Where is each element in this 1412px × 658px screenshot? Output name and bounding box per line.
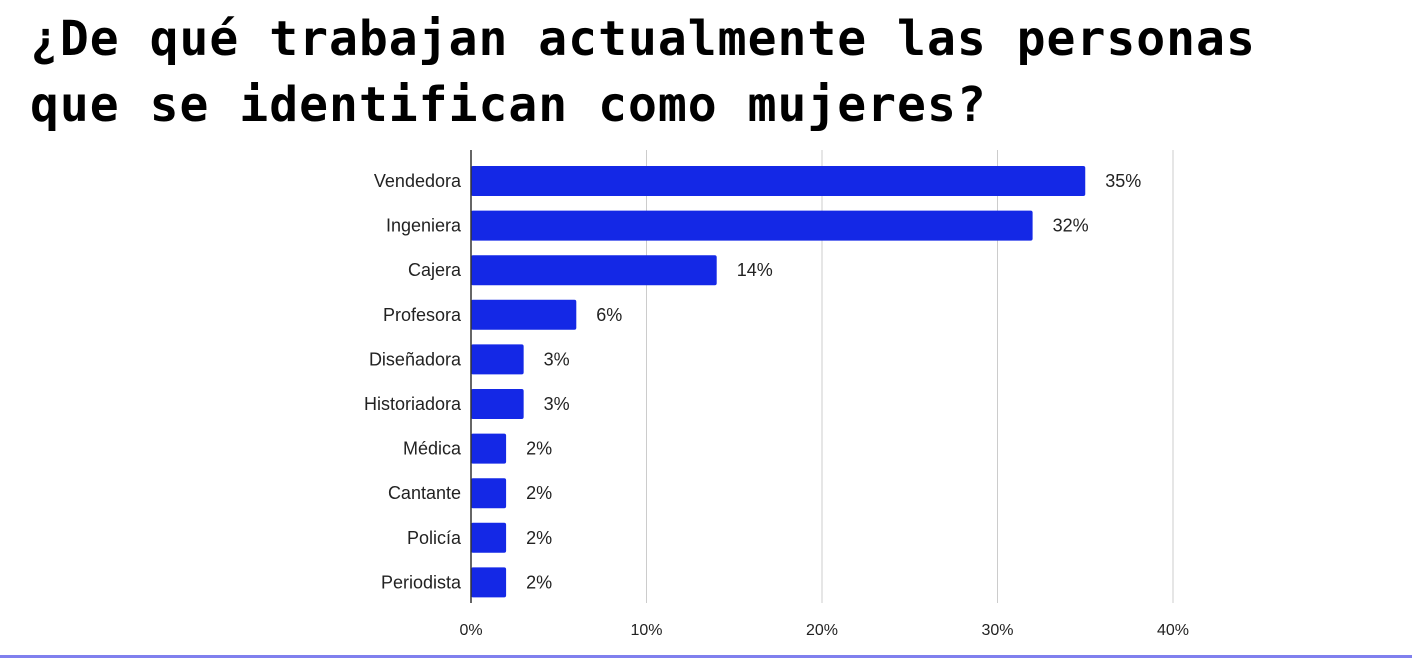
x-tick-label: 30% xyxy=(981,622,1013,639)
bar xyxy=(471,344,524,375)
category-label: Periodista xyxy=(381,572,462,592)
bar xyxy=(471,567,507,598)
x-tick-label: 0% xyxy=(459,622,482,639)
data-label: 2% xyxy=(526,572,552,592)
bar xyxy=(471,522,507,553)
bar xyxy=(471,299,577,330)
x-tick-label: 10% xyxy=(630,622,662,639)
x-tick-label: 20% xyxy=(806,622,838,639)
data-label: 6% xyxy=(596,305,622,325)
x-tick-label: 40% xyxy=(1157,622,1189,639)
category-label: Cajera xyxy=(408,260,462,280)
bar xyxy=(471,433,507,464)
bar xyxy=(471,389,524,419)
data-label: 3% xyxy=(544,394,570,414)
category-label: Historiadora xyxy=(364,394,462,414)
bottom-divider xyxy=(0,655,1412,658)
category-label: Vendedora xyxy=(374,171,462,191)
chart-title: ¿De qué trabajan actualmente las persona… xyxy=(30,11,1256,133)
category-label: Ingeniera xyxy=(386,216,462,236)
bar xyxy=(471,478,507,509)
category-label: Cantante xyxy=(388,483,461,503)
data-label: 3% xyxy=(544,349,570,369)
category-label: Profesora xyxy=(383,305,462,325)
data-label: 2% xyxy=(526,528,552,548)
category-label: Diseñadora xyxy=(369,349,462,369)
bar xyxy=(471,210,1033,241)
bar xyxy=(471,255,717,286)
data-label: 2% xyxy=(526,439,552,459)
data-label: 35% xyxy=(1105,171,1141,191)
data-label: 2% xyxy=(526,483,552,503)
category-label: Policía xyxy=(407,528,462,548)
category-label: Médica xyxy=(403,439,462,459)
data-label: 32% xyxy=(1053,216,1089,236)
data-label: 14% xyxy=(737,260,773,280)
bar xyxy=(471,166,1086,196)
